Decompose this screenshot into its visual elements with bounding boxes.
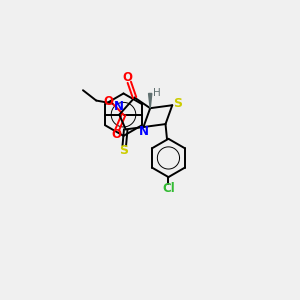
Text: O: O	[123, 71, 133, 84]
Text: O: O	[112, 128, 122, 141]
Text: N: N	[139, 125, 149, 138]
Text: O: O	[103, 94, 113, 108]
Text: S: S	[119, 144, 128, 158]
Text: S: S	[173, 97, 182, 110]
Text: Cl: Cl	[162, 182, 175, 195]
Polygon shape	[148, 94, 152, 108]
Text: H: H	[153, 88, 160, 98]
Text: N: N	[114, 100, 124, 113]
